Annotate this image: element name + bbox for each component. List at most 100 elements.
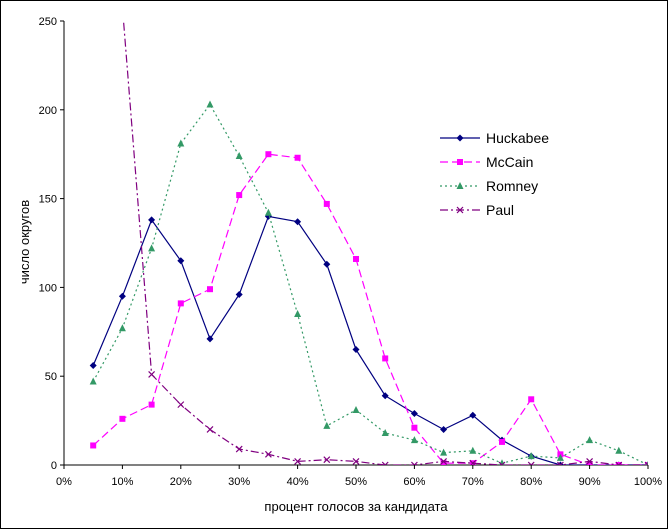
data-point-huckabee xyxy=(352,346,360,354)
data-point-huckabee xyxy=(469,411,477,419)
data-point-romney xyxy=(294,310,302,318)
y-axis-title: число округов xyxy=(17,200,32,284)
data-point-mccain xyxy=(528,396,535,403)
data-point-romney xyxy=(206,100,214,108)
data-point-paul xyxy=(644,461,648,465)
data-point-huckabee xyxy=(440,425,448,433)
x-tick-label: 50% xyxy=(345,476,367,488)
data-point-romney xyxy=(323,421,331,429)
legend: Huckabee McCain Romney Paul xyxy=(440,130,549,218)
data-point-huckabee xyxy=(89,362,97,370)
data-point-mccain xyxy=(207,286,213,293)
data-point-paul xyxy=(352,458,360,465)
x-tick-label: 10% xyxy=(111,476,133,488)
series-line-romney xyxy=(92,103,648,465)
data-point-mccain xyxy=(353,255,359,262)
data-point-romney xyxy=(89,377,97,385)
data-point-mccain xyxy=(586,462,593,465)
data-point-huckabee xyxy=(556,461,564,465)
data-point-mccain xyxy=(615,462,622,465)
series-romney xyxy=(89,100,648,465)
data-point-romney xyxy=(410,436,418,444)
y-tick-label: 100 xyxy=(39,282,57,294)
x-tick-label: 0% xyxy=(56,476,72,488)
data-point-huckabee xyxy=(294,218,302,226)
data-point-mccain xyxy=(323,200,330,207)
series-line-huckabee xyxy=(92,215,648,465)
data-point-romney xyxy=(615,446,623,454)
data-point-huckabee xyxy=(410,409,418,417)
data-point-paul xyxy=(381,461,389,465)
data-point-mccain xyxy=(294,154,301,161)
data-point-romney xyxy=(586,436,594,444)
legend-marker-paul xyxy=(456,206,464,214)
legend-marker-huckabee xyxy=(456,134,464,142)
data-point-romney xyxy=(381,429,389,437)
x-axis-title: процент голосов за кандидата xyxy=(264,499,448,514)
data-point-paul xyxy=(527,461,535,465)
data-point-romney xyxy=(235,151,243,159)
data-point-mccain xyxy=(499,438,505,445)
data-point-huckabee xyxy=(206,335,214,343)
data-point-huckabee xyxy=(177,257,185,265)
series-paul xyxy=(122,21,648,465)
data-point-paul xyxy=(264,450,272,458)
data-point-mccain xyxy=(440,460,447,465)
legend-label-huckabee: Huckabee xyxy=(486,130,549,146)
data-point-romney xyxy=(469,446,477,454)
x-tick-label: 20% xyxy=(170,476,192,488)
data-point-mccain xyxy=(148,401,155,408)
legend-label-paul: Paul xyxy=(486,202,514,218)
x-tick-label: 30% xyxy=(228,476,250,488)
data-point-mccain xyxy=(90,442,97,449)
legend-marker-mccain xyxy=(457,159,463,165)
data-point-paul xyxy=(235,445,243,453)
legend-label-mccain: McCain xyxy=(486,154,533,170)
data-point-huckabee xyxy=(118,292,126,300)
x-tick-label: 90% xyxy=(579,476,601,488)
data-point-paul xyxy=(469,459,477,465)
data-point-romney xyxy=(177,139,185,147)
data-point-huckabee xyxy=(235,291,243,299)
data-point-huckabee xyxy=(381,392,389,400)
legend-marker-romney xyxy=(456,182,464,189)
data-point-paul xyxy=(177,401,185,409)
data-point-paul xyxy=(440,458,448,465)
y-tick-label: 50 xyxy=(45,371,57,383)
x-tick-label: 60% xyxy=(403,476,425,488)
data-point-romney xyxy=(556,453,564,461)
data-point-romney xyxy=(440,448,448,456)
data-point-mccain xyxy=(411,424,418,431)
data-point-paul xyxy=(556,461,564,465)
x-tick-label: 100% xyxy=(634,476,662,488)
data-point-paul xyxy=(206,426,214,433)
y-tick-label: 250 xyxy=(39,16,57,28)
data-point-mccain xyxy=(382,355,389,362)
data-point-mccain xyxy=(265,151,272,158)
data-point-paul xyxy=(148,370,156,378)
data-point-romney xyxy=(118,324,126,332)
x-tick-label: 40% xyxy=(287,476,309,488)
data-point-romney xyxy=(264,208,272,216)
data-point-mccain xyxy=(119,415,126,422)
y-tick-label: 0 xyxy=(51,460,57,472)
data-point-huckabee xyxy=(148,216,156,224)
data-point-romney xyxy=(352,405,360,413)
data-point-mccain xyxy=(236,192,243,199)
y-tick-label: 150 xyxy=(39,194,57,206)
x-tick-label: 70% xyxy=(462,476,484,488)
data-point-romney xyxy=(527,452,535,460)
data-point-paul xyxy=(615,461,623,465)
data-point-paul xyxy=(323,456,331,464)
data-point-paul xyxy=(294,458,302,465)
data-point-mccain xyxy=(177,300,184,307)
data-point-paul xyxy=(498,461,506,465)
data-point-paul xyxy=(586,458,594,465)
data-point-huckabee xyxy=(323,260,331,268)
legend-label-romney: Romney xyxy=(486,178,538,194)
x-tick-label: 80% xyxy=(520,476,542,488)
data-point-paul xyxy=(410,461,418,465)
